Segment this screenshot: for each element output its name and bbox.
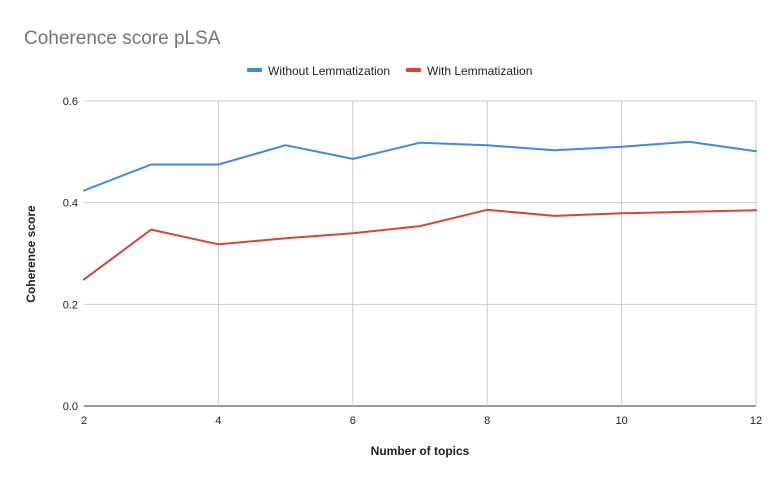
legend-swatch-without-lemmatization — [247, 68, 262, 72]
y-tick-label: 0.6 — [63, 96, 78, 108]
series-line-with-lemmatization — [83, 208, 757, 281]
x-axis-ticks: 2 4 6 8 10 12 — [81, 415, 762, 427]
y-tick-label: 0.2 — [63, 299, 78, 311]
x-tick-label: 8 — [484, 415, 490, 427]
x-tick-label: 2 — [81, 415, 87, 427]
x-tick-label: 10 — [615, 415, 627, 427]
x-tick-label: 4 — [215, 415, 221, 427]
legend-label-without-lemmatization: Without Lemmatization — [268, 64, 390, 78]
series-layer — [83, 140, 757, 281]
y-axis-label: Coherence score — [24, 205, 38, 303]
x-tick-label: 6 — [350, 415, 356, 427]
x-tick-label: 12 — [750, 415, 762, 427]
y-axis-ticks: 0.0 0.2 0.4 0.6 — [63, 96, 78, 413]
chart-title: Coherence score pLSA — [24, 28, 221, 49]
legend: Without Lemmatization With Lemmatization — [247, 64, 532, 78]
series-line-without-lemmatization — [83, 140, 757, 192]
y-tick-label: 0.0 — [63, 401, 78, 413]
legend-label-with-lemmatization: With Lemmatization — [427, 64, 532, 78]
x-axis-label: Number of topics — [371, 444, 470, 458]
gridlines — [84, 100, 757, 407]
y-tick-label: 0.4 — [63, 198, 78, 210]
legend-swatch-with-lemmatization — [406, 68, 421, 72]
